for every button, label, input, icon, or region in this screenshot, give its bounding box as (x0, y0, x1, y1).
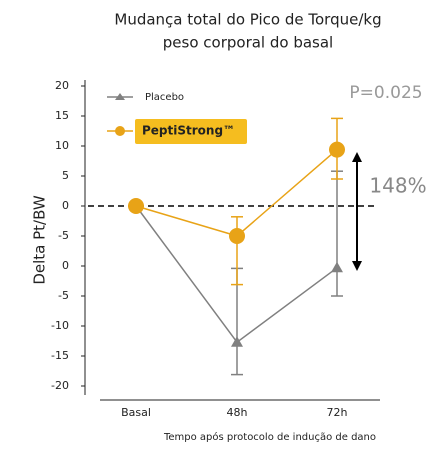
y-tick-label: -5 (58, 229, 69, 242)
p-value: P=0.025 (349, 83, 422, 103)
x-tick-label: 72h (327, 406, 348, 419)
y-tick-label: -5 (58, 289, 69, 302)
y-tick-label: 15 (55, 109, 69, 122)
y-tick-label: -20 (51, 379, 69, 392)
legend-marker (115, 93, 125, 100)
point (331, 261, 343, 273)
y-tick-label: -15 (51, 349, 69, 362)
chart-title: Mudança total do Pico de Torque/kg (114, 11, 381, 29)
x-axis-label: Tempo após protocolo de indução de dano (163, 431, 376, 443)
point (229, 228, 245, 244)
x-tick-label: 48h (227, 406, 248, 419)
point (231, 336, 243, 347)
y-tick-label: 20 (55, 79, 69, 92)
legend-marker (115, 126, 125, 136)
percent-annotation: 148% (369, 174, 426, 198)
y-axis-label: Delta Pt/BW (31, 195, 49, 285)
y-tick-label: 0 (62, 259, 69, 272)
y-tick-label: -10 (51, 319, 69, 332)
legend-label: PeptiStrong™ (142, 124, 235, 138)
point (329, 141, 345, 158)
point (128, 198, 144, 214)
legend-label: Placebo (145, 92, 184, 103)
chart-title: peso corporal do basal (163, 34, 333, 52)
y-tick-label: 5 (62, 169, 69, 182)
legend-highlight (135, 119, 247, 144)
y-tick-label: 0 (62, 199, 69, 212)
x-tick-label: Basal (121, 406, 151, 419)
y-tick-label: 10 (55, 139, 69, 152)
